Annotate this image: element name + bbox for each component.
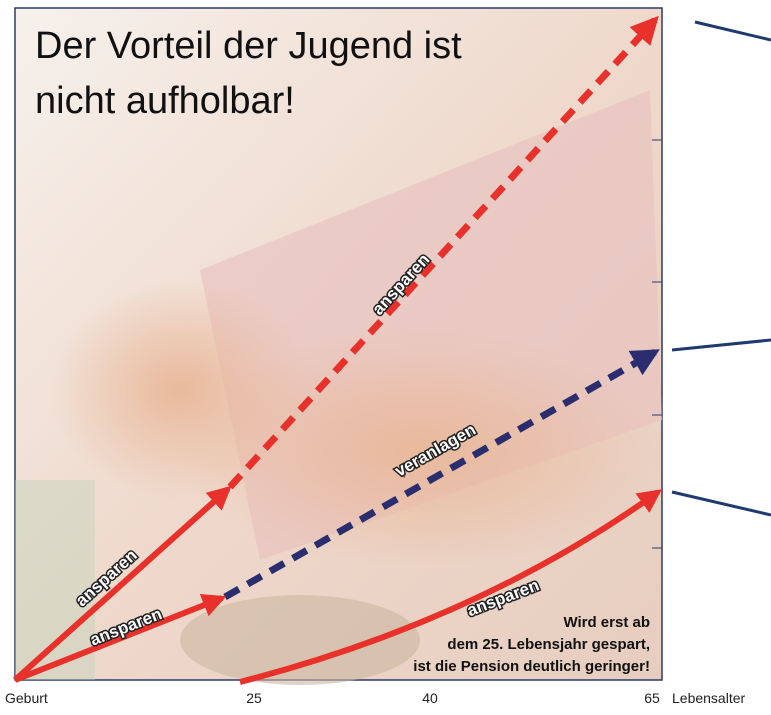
axis-start: Geburt [5,690,48,706]
note: dem 25. Lebensjahr gespart, [447,636,650,653]
note: Wird erst ab [563,614,650,631]
red-arrow [13,593,227,683]
title: Der Vorteil der Jugend ist [35,25,462,67]
dashed-blue-arrow [223,348,660,601]
title: nicht aufholbar! [35,80,295,122]
axis-tick: 65 [644,690,660,706]
axis-label: Lebensalter [672,690,746,706]
red-curve-arrow [239,489,662,685]
axis-tick: 40 [422,690,438,706]
callout-lines [671,20,771,517]
right-ticks [652,139,662,549]
red-arrow [12,485,232,683]
dashed-red-arrow [227,15,659,490]
note: ist die Pension deutlich geringer! [413,658,650,675]
axis-tick: 25 [246,690,262,706]
